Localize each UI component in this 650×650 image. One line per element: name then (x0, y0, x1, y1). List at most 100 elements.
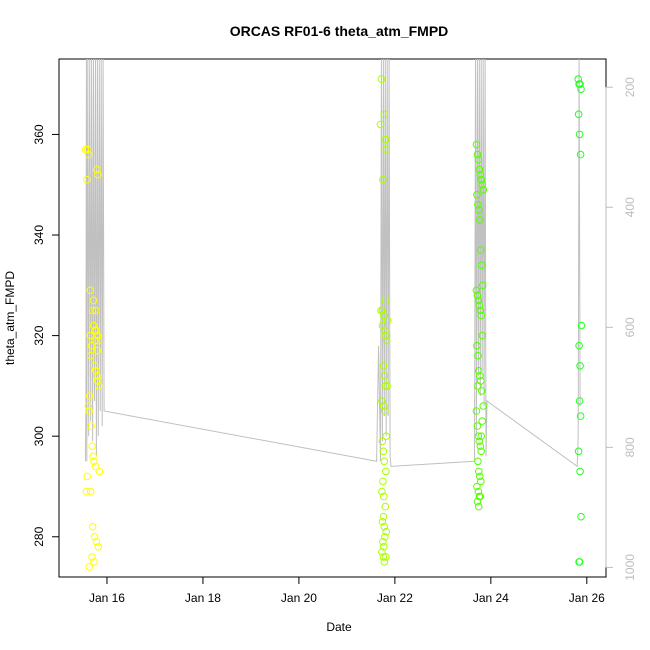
data-point (380, 457, 389, 466)
data-point (576, 467, 584, 476)
data-point (379, 362, 388, 370)
data-point (473, 341, 481, 350)
data-point (473, 150, 482, 159)
data-point (378, 487, 386, 496)
data-point (95, 382, 103, 390)
right-tick-label: 1000 (623, 554, 637, 581)
data-point (477, 477, 485, 486)
data-point (382, 527, 391, 536)
data-point (92, 538, 101, 546)
data-point (378, 548, 386, 556)
data-point (90, 533, 99, 541)
data-point (382, 331, 390, 340)
x-axis: Jan 16 Jan 18 Jan 20 Jan 22 Jan 24 Jan 26 (89, 576, 605, 605)
data-point (473, 422, 482, 430)
data-point (379, 447, 388, 456)
data-point (574, 110, 583, 119)
right-tick-label: 400 (623, 197, 637, 217)
data-point (576, 150, 585, 159)
data-point (82, 487, 91, 496)
data-point (382, 467, 390, 476)
data-point (476, 472, 484, 481)
data-point (383, 316, 392, 325)
data-point (94, 336, 103, 345)
data-point (475, 437, 484, 446)
data-point (473, 482, 481, 491)
data-point (475, 301, 484, 310)
y-tick-label: 320 (32, 325, 46, 345)
data-point (574, 75, 583, 83)
data-point (381, 296, 390, 305)
data-point (84, 145, 92, 154)
data-point (88, 306, 97, 315)
data-point (88, 522, 97, 531)
plot-frame (58, 58, 607, 578)
data-point (478, 331, 487, 340)
data-point (378, 517, 387, 526)
data-point (90, 457, 98, 466)
data-point (472, 407, 481, 415)
data-point (575, 397, 584, 405)
data-point (477, 175, 486, 184)
data-point (382, 553, 390, 561)
data-point (380, 543, 388, 551)
data-point (472, 140, 481, 149)
data-point (83, 175, 91, 184)
data-point (87, 422, 95, 430)
x-tick-label: Jan 26 (569, 591, 605, 605)
data-point (94, 543, 103, 551)
data-point (379, 512, 388, 521)
data-point (472, 286, 481, 295)
data-point (474, 382, 482, 390)
data-point (90, 558, 98, 566)
data-point (89, 296, 98, 305)
data-point (577, 321, 586, 330)
data-point (473, 191, 481, 199)
data-point (95, 467, 104, 476)
data-point (575, 341, 583, 350)
data-point (474, 296, 483, 305)
data-point (475, 367, 483, 375)
data-point (380, 522, 389, 531)
y-tick-label: 300 (32, 426, 46, 446)
x-tick-label: Jan 18 (185, 591, 221, 605)
data-point (476, 372, 484, 380)
data-point (86, 351, 95, 360)
data-point (577, 512, 585, 521)
data-point (380, 402, 388, 410)
data-point (86, 286, 94, 295)
data-point (93, 165, 101, 174)
data-point (86, 331, 94, 340)
data-point (89, 452, 97, 461)
data-point (474, 201, 482, 209)
data-point (381, 533, 389, 541)
data-point (477, 432, 486, 441)
data-point (476, 442, 485, 451)
y-tick-label: 340 (32, 225, 46, 245)
data-point (382, 432, 391, 441)
data-point (473, 291, 482, 300)
data-point (90, 362, 99, 370)
data-point (577, 85, 585, 93)
data-point (93, 372, 101, 380)
data-point (479, 186, 488, 194)
data-point (377, 75, 386, 83)
data-point (91, 462, 100, 471)
chart-title: ORCAS RF01-6 theta_atm_FMPD (230, 23, 449, 39)
y-tick-label: 280 (32, 526, 46, 546)
data-point (86, 487, 95, 496)
trace-lines (84, 58, 581, 468)
data-point (85, 563, 93, 571)
data-point (576, 80, 584, 88)
data-point (474, 351, 482, 360)
data-point (477, 261, 486, 270)
data-point (381, 407, 389, 415)
data-points (81, 75, 586, 571)
data-point (377, 306, 385, 315)
data-point (85, 407, 93, 415)
y-axis: 280 300 320 340 360 (32, 124, 59, 547)
data-point (473, 497, 482, 506)
data-point (383, 382, 392, 390)
data-point (478, 180, 487, 189)
